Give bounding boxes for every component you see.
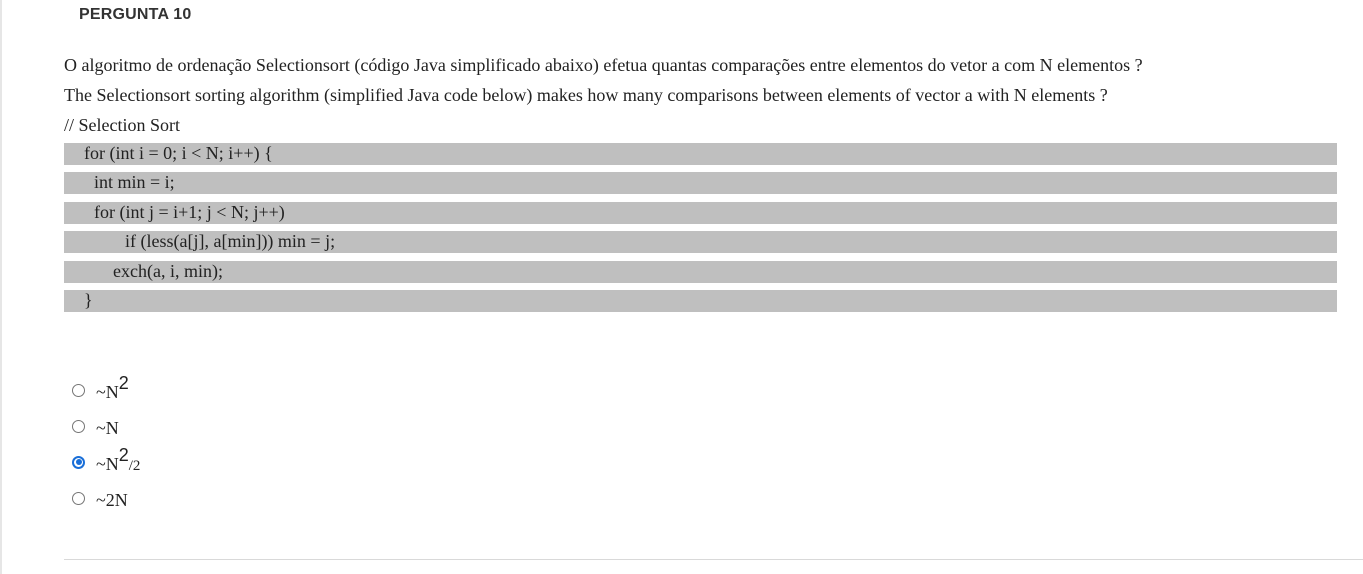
code-line: if (less(a[j], a[min])) min = j; (64, 231, 1337, 254)
radio-button[interactable] (72, 383, 85, 397)
option-label: ~N2/2 (96, 445, 141, 474)
code-block: for (int i = 0; i < N; i++) { int min = … (64, 143, 1337, 319)
bottom-divider (64, 559, 1363, 560)
code-line: } (64, 289, 1337, 312)
code-comment: // Selection Sort (64, 115, 180, 135)
left-border (0, 0, 2, 574)
option-label: ~N2 (96, 373, 129, 402)
code-line: exch(a, i, min); (64, 260, 1337, 283)
answer-option-2[interactable]: ~N (72, 408, 140, 444)
question-text-english: The Selectionsort sorting algorithm (sim… (64, 85, 1108, 105)
answer-options: ~N2 ~N ~N2/2 ~2N (72, 372, 140, 516)
radio-button[interactable] (72, 491, 85, 505)
code-line: for (int i = 0; i < N; i++) { (64, 143, 1337, 165)
answer-option-3[interactable]: ~N2/2 (72, 444, 140, 480)
radio-button[interactable] (72, 419, 85, 433)
option-label: ~2N (96, 490, 128, 510)
question-text-portuguese: O algoritmo de ordenação Selectionsort (… (64, 55, 1143, 75)
option-label: ~N (96, 418, 119, 438)
answer-option-1[interactable]: ~N2 (72, 372, 140, 408)
code-line: int min = i; (64, 172, 1337, 195)
question-number-header: PERGUNTA 10 (79, 6, 192, 23)
answer-option-4[interactable]: ~2N (72, 480, 140, 516)
code-line: for (int j = i+1; j < N; j++) (64, 201, 1337, 224)
radio-button[interactable] (72, 455, 85, 469)
